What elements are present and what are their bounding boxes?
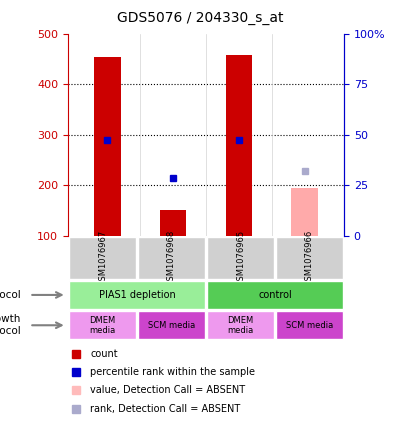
FancyBboxPatch shape — [276, 237, 343, 279]
FancyBboxPatch shape — [207, 237, 274, 279]
Bar — [292, 188, 318, 236]
Bar — [160, 210, 186, 236]
Text: value, Detection Call = ABSENT: value, Detection Call = ABSENT — [90, 385, 245, 395]
FancyBboxPatch shape — [138, 311, 205, 339]
FancyBboxPatch shape — [276, 311, 343, 339]
FancyBboxPatch shape — [69, 281, 205, 309]
Text: control: control — [258, 290, 292, 300]
FancyBboxPatch shape — [138, 237, 205, 279]
Text: SCM media: SCM media — [148, 321, 195, 330]
Text: DMEM
media: DMEM media — [227, 316, 254, 335]
Text: count: count — [90, 349, 118, 359]
Bar — [226, 55, 252, 236]
Text: GSM1076966: GSM1076966 — [305, 230, 314, 286]
Text: GSM1076965: GSM1076965 — [236, 230, 245, 286]
FancyBboxPatch shape — [69, 237, 136, 279]
FancyBboxPatch shape — [207, 281, 343, 309]
Text: GDS5076 / 204330_s_at: GDS5076 / 204330_s_at — [117, 11, 283, 25]
Bar — [94, 57, 120, 236]
Text: GSM1076968: GSM1076968 — [167, 230, 176, 286]
Text: protocol: protocol — [0, 290, 21, 300]
FancyBboxPatch shape — [69, 311, 136, 339]
Text: rank, Detection Call = ABSENT: rank, Detection Call = ABSENT — [90, 404, 240, 414]
Text: GSM1076967: GSM1076967 — [98, 230, 107, 286]
Text: percentile rank within the sample: percentile rank within the sample — [90, 367, 255, 377]
FancyBboxPatch shape — [207, 311, 274, 339]
Text: SCM media: SCM media — [286, 321, 333, 330]
Text: PIAS1 depletion: PIAS1 depletion — [99, 290, 175, 300]
Text: DMEM
media: DMEM media — [89, 316, 116, 335]
Text: growth
protocol: growth protocol — [0, 314, 21, 336]
